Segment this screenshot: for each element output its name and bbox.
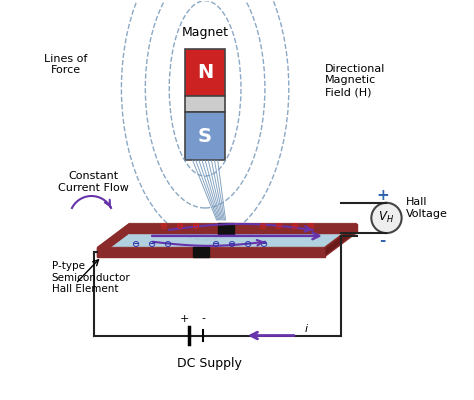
Text: +: + (376, 188, 389, 203)
Text: DC Supply: DC Supply (177, 358, 242, 370)
Text: ⊕: ⊕ (191, 221, 199, 231)
Text: N: N (197, 63, 213, 82)
Circle shape (371, 203, 401, 233)
Polygon shape (129, 224, 356, 233)
Text: S: S (198, 127, 212, 146)
Text: ⊖: ⊖ (147, 239, 155, 249)
Text: ⊕: ⊕ (306, 221, 314, 231)
Text: Directional
Magnetic
Field (H): Directional Magnetic Field (H) (325, 64, 385, 97)
Bar (185, 48, 225, 96)
Text: Magnet: Magnet (182, 26, 228, 38)
Text: ⊕: ⊕ (291, 221, 299, 231)
Text: $V_H$: $V_H$ (378, 210, 394, 226)
Bar (185, 112, 225, 160)
Text: Constant
Current Flow: Constant Current Flow (58, 171, 129, 193)
Text: ⊖: ⊖ (243, 239, 251, 249)
Text: ⊖: ⊖ (163, 239, 171, 249)
Text: P-type
Semiconductor
Hall Element: P-type Semiconductor Hall Element (52, 261, 130, 294)
Text: Hall
Voltage: Hall Voltage (406, 197, 447, 219)
Text: ⊕: ⊕ (274, 221, 283, 231)
Text: ⊕: ⊕ (258, 221, 266, 231)
Bar (193, 247, 209, 257)
Text: ⊖: ⊖ (227, 239, 235, 249)
Text: Lines of
Force: Lines of Force (44, 54, 87, 75)
Text: -: - (379, 233, 386, 248)
Text: i: i (305, 324, 308, 334)
Text: ⊖: ⊖ (131, 239, 139, 249)
Bar (218, 223, 234, 235)
Text: ⊖: ⊖ (259, 239, 267, 249)
Polygon shape (98, 224, 356, 248)
Text: ⊕: ⊕ (175, 221, 183, 231)
Text: +: + (180, 314, 189, 324)
Text: -: - (201, 314, 205, 324)
Polygon shape (98, 224, 129, 257)
Text: ⊖: ⊖ (211, 239, 219, 249)
Polygon shape (98, 248, 325, 257)
Bar (185, 96, 225, 112)
Text: ⊕: ⊕ (159, 221, 167, 231)
Polygon shape (325, 224, 356, 257)
